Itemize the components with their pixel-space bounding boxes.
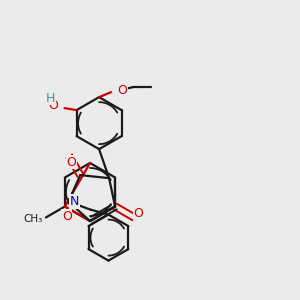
Text: N: N [70,195,79,208]
Text: O: O [66,155,76,169]
Text: O: O [49,99,58,112]
Text: O: O [133,207,143,220]
Text: CH₃: CH₃ [24,214,43,224]
Text: O: O [62,210,72,223]
Text: O: O [117,84,127,97]
Text: H: H [46,92,55,105]
